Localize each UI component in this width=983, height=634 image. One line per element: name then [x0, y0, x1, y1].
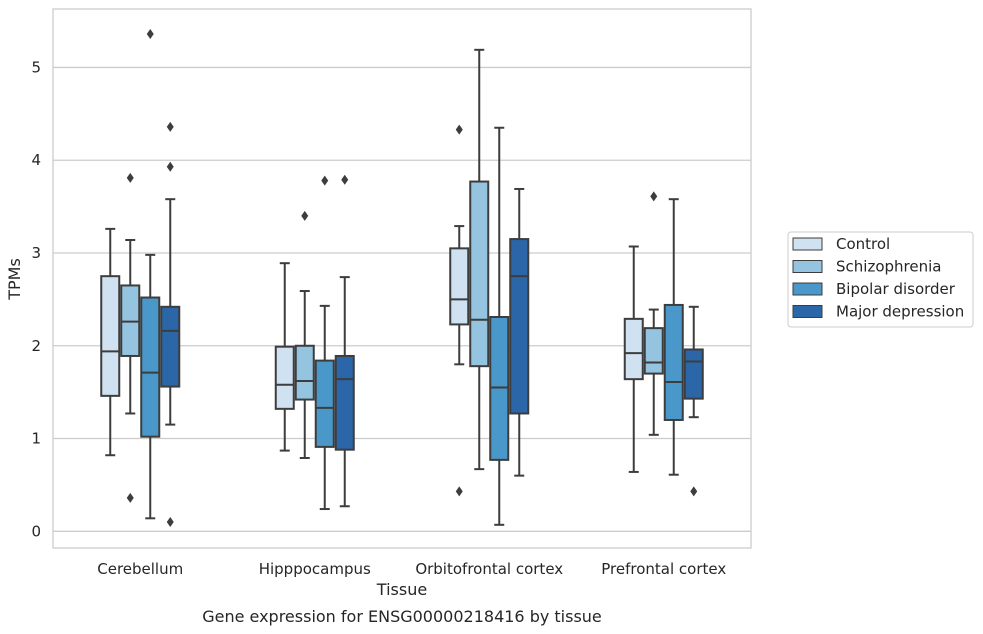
outlier-point	[166, 121, 174, 132]
box-iqr	[294, 344, 315, 401]
outlier-point	[455, 124, 463, 135]
box-2-2	[489, 126, 510, 526]
box-series	[100, 29, 704, 528]
legend-label: Bipolar disorder	[836, 280, 956, 298]
box-iqr	[643, 327, 664, 375]
outlier-point	[126, 492, 134, 503]
y-tick-label: 1	[31, 430, 41, 448]
legend-label: Control	[836, 235, 890, 253]
legend-frame	[787, 231, 974, 328]
box-1-0	[274, 262, 295, 452]
x-axis-label: Tissue	[376, 580, 427, 599]
box-iqr	[160, 305, 181, 388]
box-iqr	[623, 317, 644, 381]
x-tick-label: Orbitofrontal cortex	[415, 560, 563, 578]
legend-label: Major depression	[836, 303, 964, 321]
box-iqr	[449, 247, 470, 326]
legend-swatch	[792, 305, 823, 318]
box-iqr	[334, 354, 355, 451]
box-2-3	[509, 187, 530, 477]
box-0-3	[160, 121, 181, 528]
box-3-2	[663, 198, 684, 476]
box-iqr	[100, 275, 121, 397]
outlier-point	[690, 486, 698, 497]
outlier-point	[321, 175, 329, 186]
x-tick-label: Prefrontal cortex	[601, 560, 726, 578]
x-axis-ticks: Cerebellum Hipppocampus Orbitofrontal cort…	[97, 560, 726, 578]
box-iqr	[683, 348, 704, 400]
box-iqr	[663, 303, 684, 421]
outlier-point	[126, 172, 134, 183]
outlier-point	[455, 486, 463, 497]
outlier-point	[650, 191, 658, 202]
y-tick-label: 4	[31, 151, 41, 169]
box-2-0	[449, 124, 470, 497]
box-0-0	[100, 227, 121, 457]
legend-label: Schizophrenia	[836, 258, 941, 276]
box-1-1	[294, 210, 315, 460]
outlier-point	[341, 174, 349, 185]
x-tick-label: Cerebellum	[97, 560, 183, 578]
box-0-1	[120, 172, 141, 503]
box-0-2	[140, 29, 161, 520]
box-3-0	[623, 245, 644, 473]
box-1-3	[334, 174, 355, 508]
legend-swatch	[792, 282, 823, 296]
x-tick-label: Hipppocampus	[259, 560, 371, 578]
outlier-point	[301, 210, 309, 221]
y-tick-label: 5	[31, 58, 41, 76]
outlier-point	[166, 517, 174, 528]
outlier-point	[146, 29, 154, 40]
box-3-3	[683, 305, 704, 497]
y-tick-label: 3	[31, 244, 41, 262]
box-iqr	[274, 345, 295, 410]
outlier-point	[166, 161, 174, 172]
y-tick-label: 2	[31, 337, 41, 355]
box-iqr	[314, 359, 335, 448]
y-axis-ticks: 0 1 2 3 4 5	[31, 58, 41, 540]
box-2-1	[469, 48, 490, 471]
y-axis-label: TPMs	[5, 258, 24, 301]
box-iqr	[140, 296, 161, 438]
plot-frame	[52, 8, 752, 549]
legend: Control Schizophrenia Bipolar disorder Majo…	[787, 231, 974, 328]
chart-caption: Gene expression for ENSG00000218416 by t…	[202, 607, 602, 626]
y-tick-label: 0	[31, 522, 41, 540]
box-iqr	[509, 238, 530, 415]
box-3-1	[643, 191, 664, 436]
box-1-2	[314, 175, 335, 511]
legend-swatch	[792, 260, 823, 273]
box-iqr	[469, 180, 490, 368]
legend-swatch	[792, 237, 823, 251]
